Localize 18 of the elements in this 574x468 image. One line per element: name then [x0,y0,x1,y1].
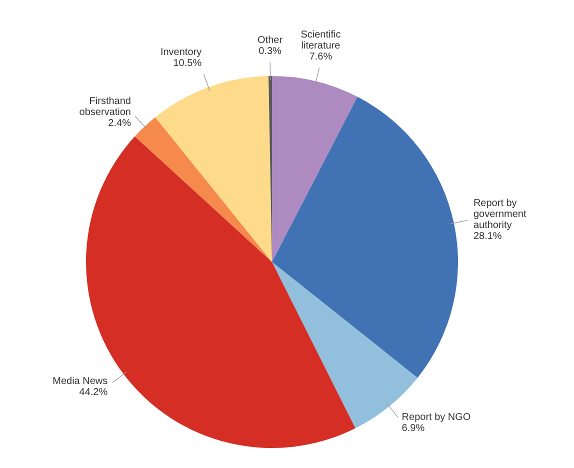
data-label: 2.4% [108,118,132,130]
pie-slice [272,76,358,262]
slice-label: Scientific literature [300,30,341,52]
pie-slice [134,117,272,262]
data-label: 44.2% [79,387,108,398]
pie-slice [155,76,272,262]
slice-label: Media News [52,376,108,388]
slice-label: Firsthand observation [79,96,131,118]
slice-label: Report by NGO [402,412,471,423]
data-label: 28.1% [473,230,502,242]
slice-label: Report by government authority [473,198,526,231]
data-label: 0.3% [258,46,282,57]
data-label: 6.9% [402,422,425,434]
slice-label: Inventory [160,47,202,58]
pie-slice [272,96,458,378]
data-label: 10.5% [173,58,202,70]
slice-label: Other [258,34,284,46]
data-label: 7.6% [309,52,332,63]
